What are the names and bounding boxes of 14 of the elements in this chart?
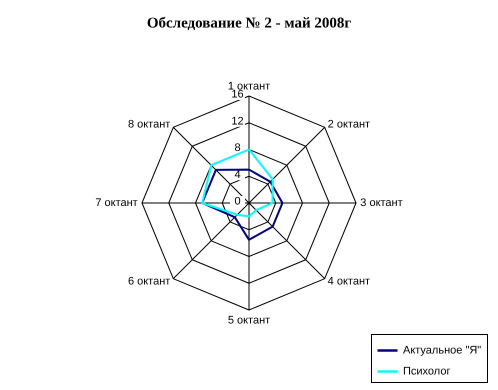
y-tick-label: 4 — [234, 168, 241, 181]
spoke-label: 4 октант — [328, 276, 370, 288]
spoke-label: 2 октант — [328, 118, 370, 130]
chart-title: Обследование № 2 - май 2008г — [146, 16, 352, 32]
legend-label: Психолог — [403, 366, 450, 378]
spoke-label: 7 октант — [95, 197, 138, 209]
spoke-label: 6 октант — [128, 276, 170, 288]
y-tick-label: 0 — [234, 196, 241, 208]
y-tick-label: 12 — [231, 115, 244, 128]
spoke-label: 3 октант — [360, 197, 403, 209]
spoke-label: 5 октант — [228, 314, 270, 326]
y-tick-label: 8 — [234, 142, 241, 154]
spoke-label: 8 октант — [128, 118, 170, 130]
legend-label: Актуальное "Я" — [403, 344, 482, 356]
